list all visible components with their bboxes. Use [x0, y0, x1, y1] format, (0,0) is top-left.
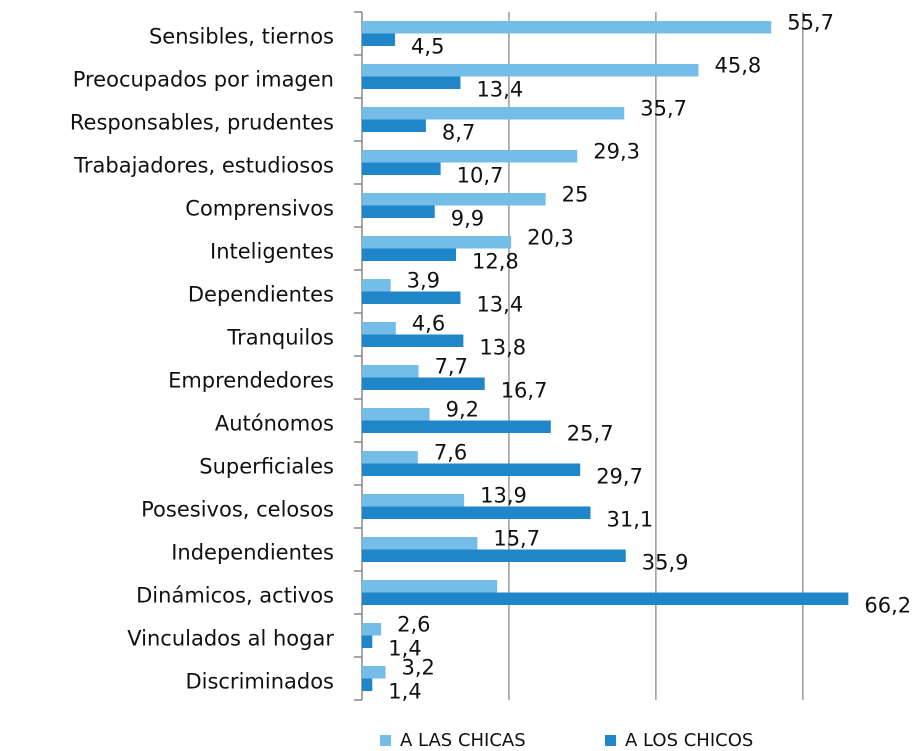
legend-swatch — [605, 735, 616, 746]
data-label: 20,3 — [527, 226, 574, 250]
bar — [362, 580, 498, 593]
data-label: 12,8 — [472, 250, 519, 274]
bar — [362, 236, 512, 249]
bar — [362, 279, 391, 292]
category-label: Sensibles, tiernos — [149, 25, 334, 49]
data-label: 13,8 — [479, 336, 526, 360]
data-label: 10,7 — [457, 164, 504, 188]
bar — [362, 365, 419, 378]
bar — [362, 205, 435, 218]
category-label: Trabajadores, estudiosos — [73, 154, 334, 178]
category-label: Emprendedores — [168, 369, 334, 393]
data-label: 4,6 — [412, 312, 445, 336]
data-label: 3,2 — [402, 656, 435, 680]
data-label: 45,8 — [714, 54, 761, 78]
data-label: 7,7 — [435, 355, 468, 379]
category-label: Tranquilos — [226, 326, 334, 350]
bar — [362, 592, 849, 605]
bar — [362, 537, 478, 550]
data-label: 15,7 — [493, 527, 540, 551]
data-label: 35,7 — [640, 97, 687, 121]
data-label: 31,1 — [606, 508, 653, 532]
bar — [362, 64, 699, 77]
data-label: 66,2 — [864, 594, 911, 618]
bar — [362, 408, 430, 421]
data-label: 3,9 — [407, 269, 440, 293]
bar — [362, 463, 581, 476]
bar — [362, 162, 441, 175]
data-label: 2,6 — [397, 613, 430, 637]
category-label: Dependientes — [188, 283, 334, 307]
legend-label: A LOS CHICOS — [625, 730, 753, 751]
data-label: 29,3 — [593, 140, 640, 164]
bar — [362, 107, 625, 120]
bar — [362, 119, 426, 132]
data-label: 16,7 — [501, 379, 548, 403]
category-label: Inteligentes — [210, 240, 334, 264]
legend-label: A LAS CHICAS — [400, 730, 526, 751]
data-label: 13,9 — [480, 484, 527, 508]
bar — [362, 506, 591, 519]
data-label: 25 — [562, 183, 589, 207]
category-label: Preocupados por imagen — [73, 68, 334, 92]
category-label: Autónomos — [215, 412, 334, 436]
bar — [362, 666, 386, 679]
bar — [362, 377, 485, 390]
data-label: 25,7 — [567, 422, 614, 446]
category-label: Superficiales — [199, 455, 334, 479]
data-label: 35,9 — [642, 551, 689, 575]
category-label: Vinculados al hogar — [127, 627, 334, 651]
data-label: 13,4 — [476, 78, 523, 102]
data-label: 9,2 — [446, 398, 479, 422]
category-label: Posesivos, celosos — [141, 498, 334, 522]
data-label: 9,9 — [451, 207, 484, 231]
bar — [362, 150, 578, 163]
data-label: 8,7 — [442, 121, 475, 145]
bar — [362, 334, 464, 347]
bar — [362, 193, 546, 206]
bar — [362, 21, 772, 34]
bar — [362, 33, 396, 46]
category-label: Dinámicos, activos — [136, 584, 334, 608]
data-label: 1,4 — [388, 680, 421, 704]
data-label: 55,7 — [787, 11, 834, 35]
bar — [362, 494, 465, 507]
data-label: 29,7 — [596, 465, 643, 489]
category-label: Comprensivos — [185, 197, 334, 221]
data-label: 4,5 — [411, 35, 444, 59]
data-label: 7,6 — [434, 441, 467, 465]
category-label: Independientes — [171, 541, 334, 565]
bar — [362, 635, 373, 648]
bar — [362, 678, 373, 691]
bar — [362, 549, 626, 562]
category-label: Discriminados — [185, 670, 334, 694]
legend-swatch — [380, 735, 391, 746]
bar — [362, 451, 418, 464]
bar — [362, 322, 396, 335]
bar — [362, 420, 551, 433]
data-label: 1,4 — [388, 637, 421, 661]
bar — [362, 248, 457, 261]
bar — [362, 76, 461, 89]
category-label: Responsables, prudentes — [70, 111, 334, 135]
bar — [362, 623, 382, 636]
bar — [362, 291, 461, 304]
data-label: 13,4 — [476, 293, 523, 317]
